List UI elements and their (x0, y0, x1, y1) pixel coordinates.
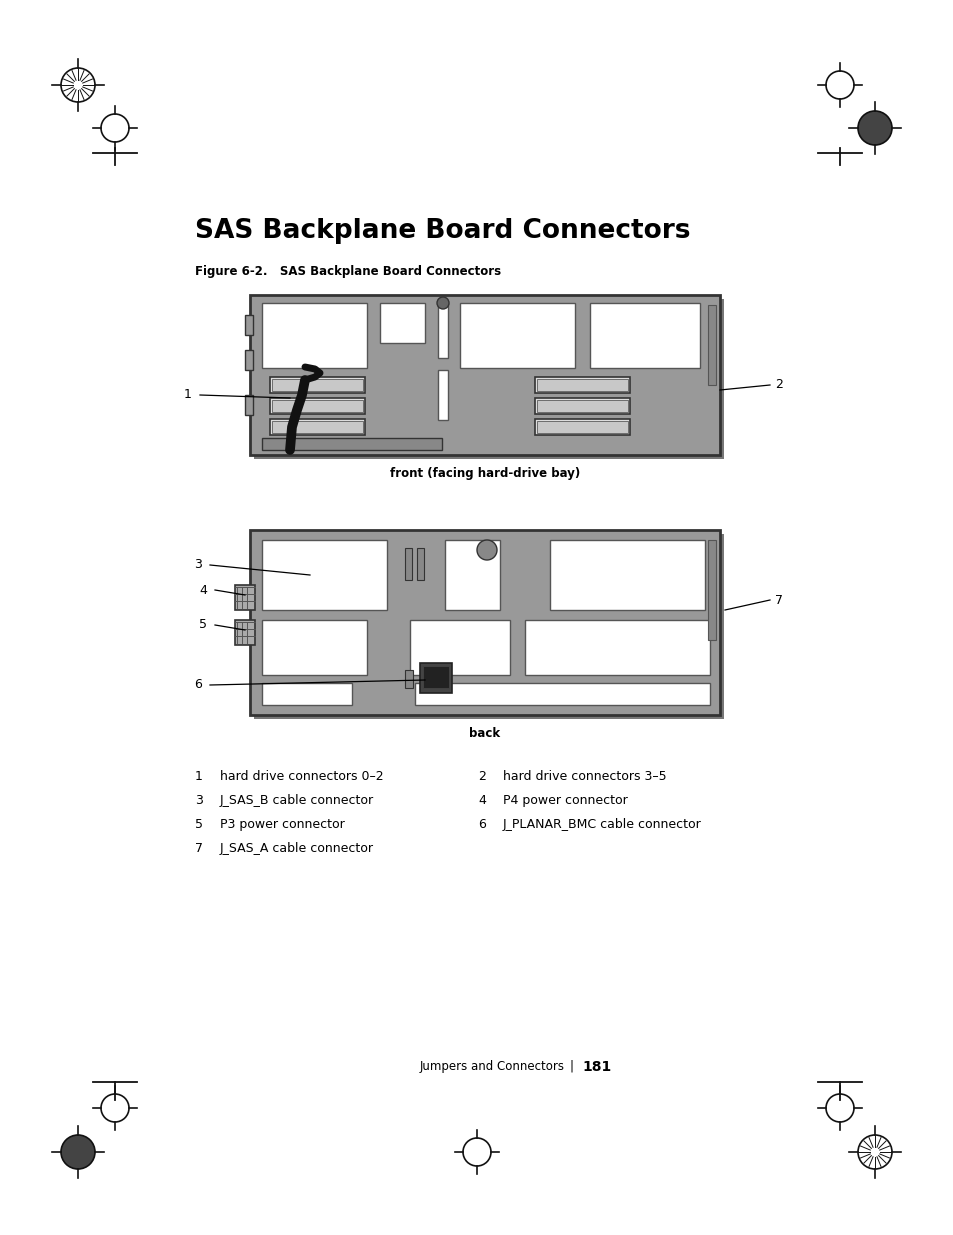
Text: 7: 7 (774, 594, 782, 606)
Text: 6: 6 (477, 818, 485, 831)
Bar (272, 421, 363, 433)
Text: 6: 6 (193, 678, 202, 692)
Bar (250, 295, 720, 454)
Text: hard drive connectors 3–5: hard drive connectors 3–5 (502, 769, 666, 783)
Text: SAS Backplane Board Connectors: SAS Backplane Board Connectors (194, 219, 690, 245)
Bar (437, 370, 448, 420)
Text: 2: 2 (774, 378, 782, 391)
Text: Jumpers and Connectors: Jumpers and Connectors (419, 1060, 564, 1073)
Bar (253, 534, 723, 719)
Text: 5: 5 (194, 818, 203, 831)
Text: 3: 3 (193, 558, 202, 572)
Text: 4: 4 (199, 583, 207, 597)
Bar (272, 379, 363, 391)
Bar (437, 303, 448, 358)
Text: 4: 4 (477, 794, 485, 806)
Text: J_SAS_A cable connector: J_SAS_A cable connector (220, 842, 374, 855)
Bar (535, 377, 629, 393)
Text: P3 power connector: P3 power connector (220, 818, 344, 831)
Bar (589, 303, 700, 368)
Bar (537, 379, 627, 391)
Bar (535, 419, 629, 435)
Bar (270, 419, 365, 435)
Bar (250, 530, 720, 715)
Circle shape (857, 111, 891, 144)
Bar (550, 540, 704, 610)
Bar (537, 400, 627, 412)
Bar (245, 350, 253, 370)
Bar (234, 585, 254, 610)
Bar (537, 421, 627, 433)
Text: 1: 1 (184, 389, 192, 401)
Bar (415, 683, 709, 705)
Text: front (facing hard-drive bay): front (facing hard-drive bay) (390, 467, 579, 480)
Bar (234, 620, 254, 645)
Text: 3: 3 (194, 794, 203, 806)
Circle shape (436, 296, 449, 309)
Text: 7: 7 (194, 842, 203, 855)
Bar (416, 548, 423, 580)
Bar (410, 620, 510, 676)
Text: back: back (469, 727, 500, 740)
Bar (245, 315, 253, 335)
Bar (270, 398, 365, 414)
Bar (272, 400, 363, 412)
Text: 2: 2 (477, 769, 485, 783)
Bar (419, 663, 452, 693)
Circle shape (61, 1135, 95, 1170)
Bar (270, 377, 365, 393)
Bar (405, 548, 412, 580)
Text: J_PLANAR_BMC cable connector: J_PLANAR_BMC cable connector (502, 818, 701, 831)
Bar (253, 299, 723, 459)
Circle shape (476, 540, 497, 559)
Text: Figure 6-2.   SAS Backplane Board Connectors: Figure 6-2. SAS Backplane Board Connecto… (194, 266, 500, 278)
Bar (379, 303, 424, 343)
Text: 1: 1 (194, 769, 203, 783)
Bar (422, 666, 449, 688)
Bar (262, 683, 352, 705)
Bar (444, 540, 499, 610)
Text: P4 power connector: P4 power connector (502, 794, 627, 806)
Text: hard drive connectors 0–2: hard drive connectors 0–2 (220, 769, 383, 783)
Bar (262, 438, 441, 450)
Text: J_SAS_B cable connector: J_SAS_B cable connector (220, 794, 374, 806)
Bar (459, 303, 575, 368)
Bar (262, 620, 367, 676)
Bar (262, 303, 367, 368)
Text: 181: 181 (581, 1060, 611, 1074)
Bar (405, 671, 413, 688)
Bar (524, 620, 709, 676)
Text: 5: 5 (199, 619, 207, 631)
Bar (535, 398, 629, 414)
Bar (262, 540, 387, 610)
Bar (245, 395, 253, 415)
Bar (707, 305, 716, 385)
Bar (707, 540, 716, 640)
Text: |: | (569, 1060, 574, 1073)
